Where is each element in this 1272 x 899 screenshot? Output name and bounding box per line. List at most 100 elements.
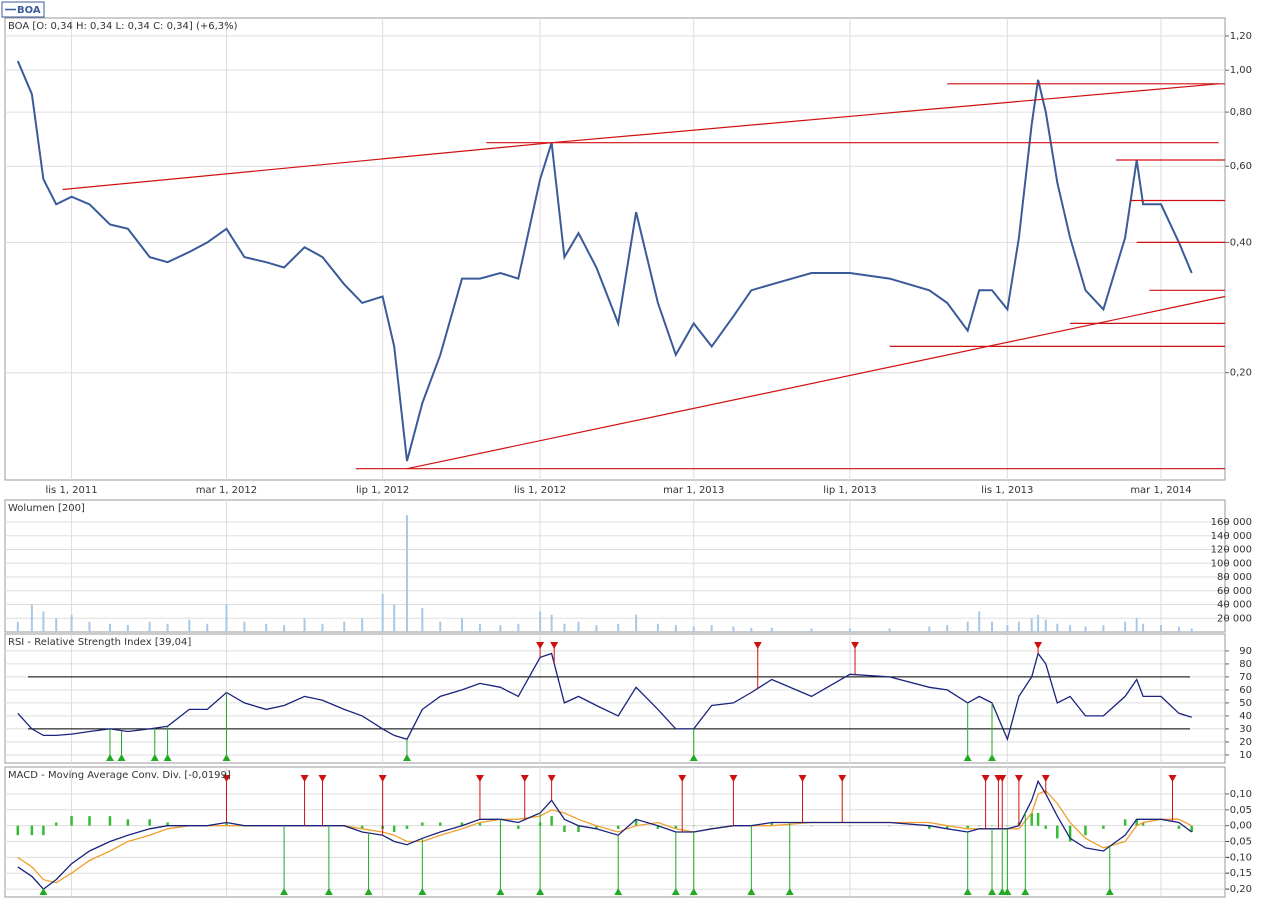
y-tick-label: 1,20 — [1230, 31, 1252, 42]
bar — [206, 623, 209, 632]
bar — [945, 825, 949, 829]
bar — [577, 825, 580, 832]
x-tick-label: mar 1, 2013 — [663, 485, 724, 496]
buy-signal — [496, 888, 505, 895]
buy-signal — [963, 754, 972, 761]
y-tick-label: 0,60 — [1230, 161, 1252, 172]
bar — [166, 822, 169, 826]
bar — [692, 825, 695, 827]
bar — [888, 628, 891, 632]
bar — [1141, 822, 1145, 826]
bar — [126, 625, 129, 632]
bar — [283, 625, 286, 632]
sell-signal — [1014, 775, 1023, 782]
bar — [978, 611, 981, 632]
bar — [1102, 825, 1105, 829]
bar — [126, 819, 130, 826]
y-tick-label: -0,10 — [1226, 852, 1252, 863]
bar — [405, 825, 409, 829]
bar — [360, 825, 364, 829]
buy-signal — [222, 754, 231, 761]
y-tick-label: 80 — [1239, 659, 1252, 670]
bar — [1084, 825, 1087, 836]
bar — [1017, 621, 1020, 632]
bar — [928, 626, 931, 632]
y-tick-label: 60 000 — [1217, 586, 1252, 597]
bar — [54, 822, 58, 826]
series-line — [17, 652, 1192, 742]
bar — [517, 825, 520, 829]
bar — [1159, 625, 1162, 632]
bar — [439, 621, 442, 632]
bar — [977, 825, 981, 827]
buy-signal — [536, 888, 545, 895]
y-tick-label: 60 — [1239, 685, 1252, 696]
bar — [392, 825, 396, 832]
sell-signal — [851, 642, 860, 649]
bar — [848, 628, 851, 632]
buy-signal — [1105, 888, 1114, 895]
buy-signal — [998, 888, 1007, 895]
bar — [595, 825, 598, 829]
y-tick-label: 160 000 — [1211, 517, 1252, 528]
y-tick-label: 0,10 — [1230, 789, 1252, 800]
buy-signal — [785, 888, 794, 895]
buy-signal — [324, 888, 333, 895]
bar — [1068, 825, 1072, 842]
bar — [88, 816, 91, 826]
bar — [321, 623, 324, 632]
bar — [1159, 825, 1163, 827]
panel-frame — [4, 633, 1226, 764]
sell-signal — [547, 775, 556, 782]
bar — [1056, 825, 1059, 839]
x-tick-label: lis 1, 2011 — [46, 485, 98, 496]
y-tick-label: 90 — [1239, 646, 1252, 657]
bar — [770, 822, 774, 826]
bar — [710, 625, 713, 632]
bar — [966, 621, 969, 632]
buy-signal — [402, 754, 411, 761]
sell-signal — [838, 775, 847, 782]
bar — [990, 825, 994, 827]
y-tick-label: 0,00 — [1230, 821, 1252, 832]
bar — [616, 825, 620, 829]
bar — [1056, 623, 1059, 632]
y-tick-label: 0,80 — [1230, 107, 1252, 118]
y-tick-label: 70 — [1239, 672, 1252, 683]
bar — [108, 816, 112, 826]
buy-signal — [280, 888, 289, 895]
bar — [393, 604, 396, 632]
sell-signal — [536, 642, 545, 649]
panel-title: BOA [O: 0,34 H: 0,34 L: 0,34 C: 0,34] (+… — [8, 21, 238, 32]
y-tick-label: -0,20 — [1226, 884, 1252, 895]
bar — [550, 816, 553, 826]
y-tick-label: 20 000 — [1217, 613, 1252, 624]
bar — [617, 623, 620, 632]
bar — [148, 621, 151, 632]
x-tick-label: mar 1, 2014 — [1130, 485, 1191, 496]
legend-box — [1, 1, 45, 18]
bar — [750, 627, 753, 632]
y-tick-label: 10 — [1239, 750, 1252, 761]
bar — [243, 621, 246, 632]
y-tick-label: -0,05 — [1226, 837, 1252, 848]
bar — [361, 618, 364, 632]
y-tick-label: -0,15 — [1226, 868, 1252, 879]
bar — [1044, 825, 1048, 829]
bar — [188, 619, 191, 632]
bar — [656, 623, 659, 632]
sell-signal — [753, 642, 762, 649]
bar — [1006, 825, 1009, 827]
bar — [343, 621, 346, 632]
bar — [148, 819, 151, 826]
buy-signal — [364, 888, 373, 895]
bar — [1006, 625, 1009, 632]
bar — [1084, 626, 1087, 632]
bar — [635, 614, 638, 632]
bar — [810, 628, 813, 632]
buy-signal — [671, 888, 680, 895]
bar — [1142, 623, 1145, 632]
bar — [810, 825, 813, 827]
bar — [1177, 825, 1181, 829]
y-tick-label: 100 000 — [1211, 558, 1252, 569]
